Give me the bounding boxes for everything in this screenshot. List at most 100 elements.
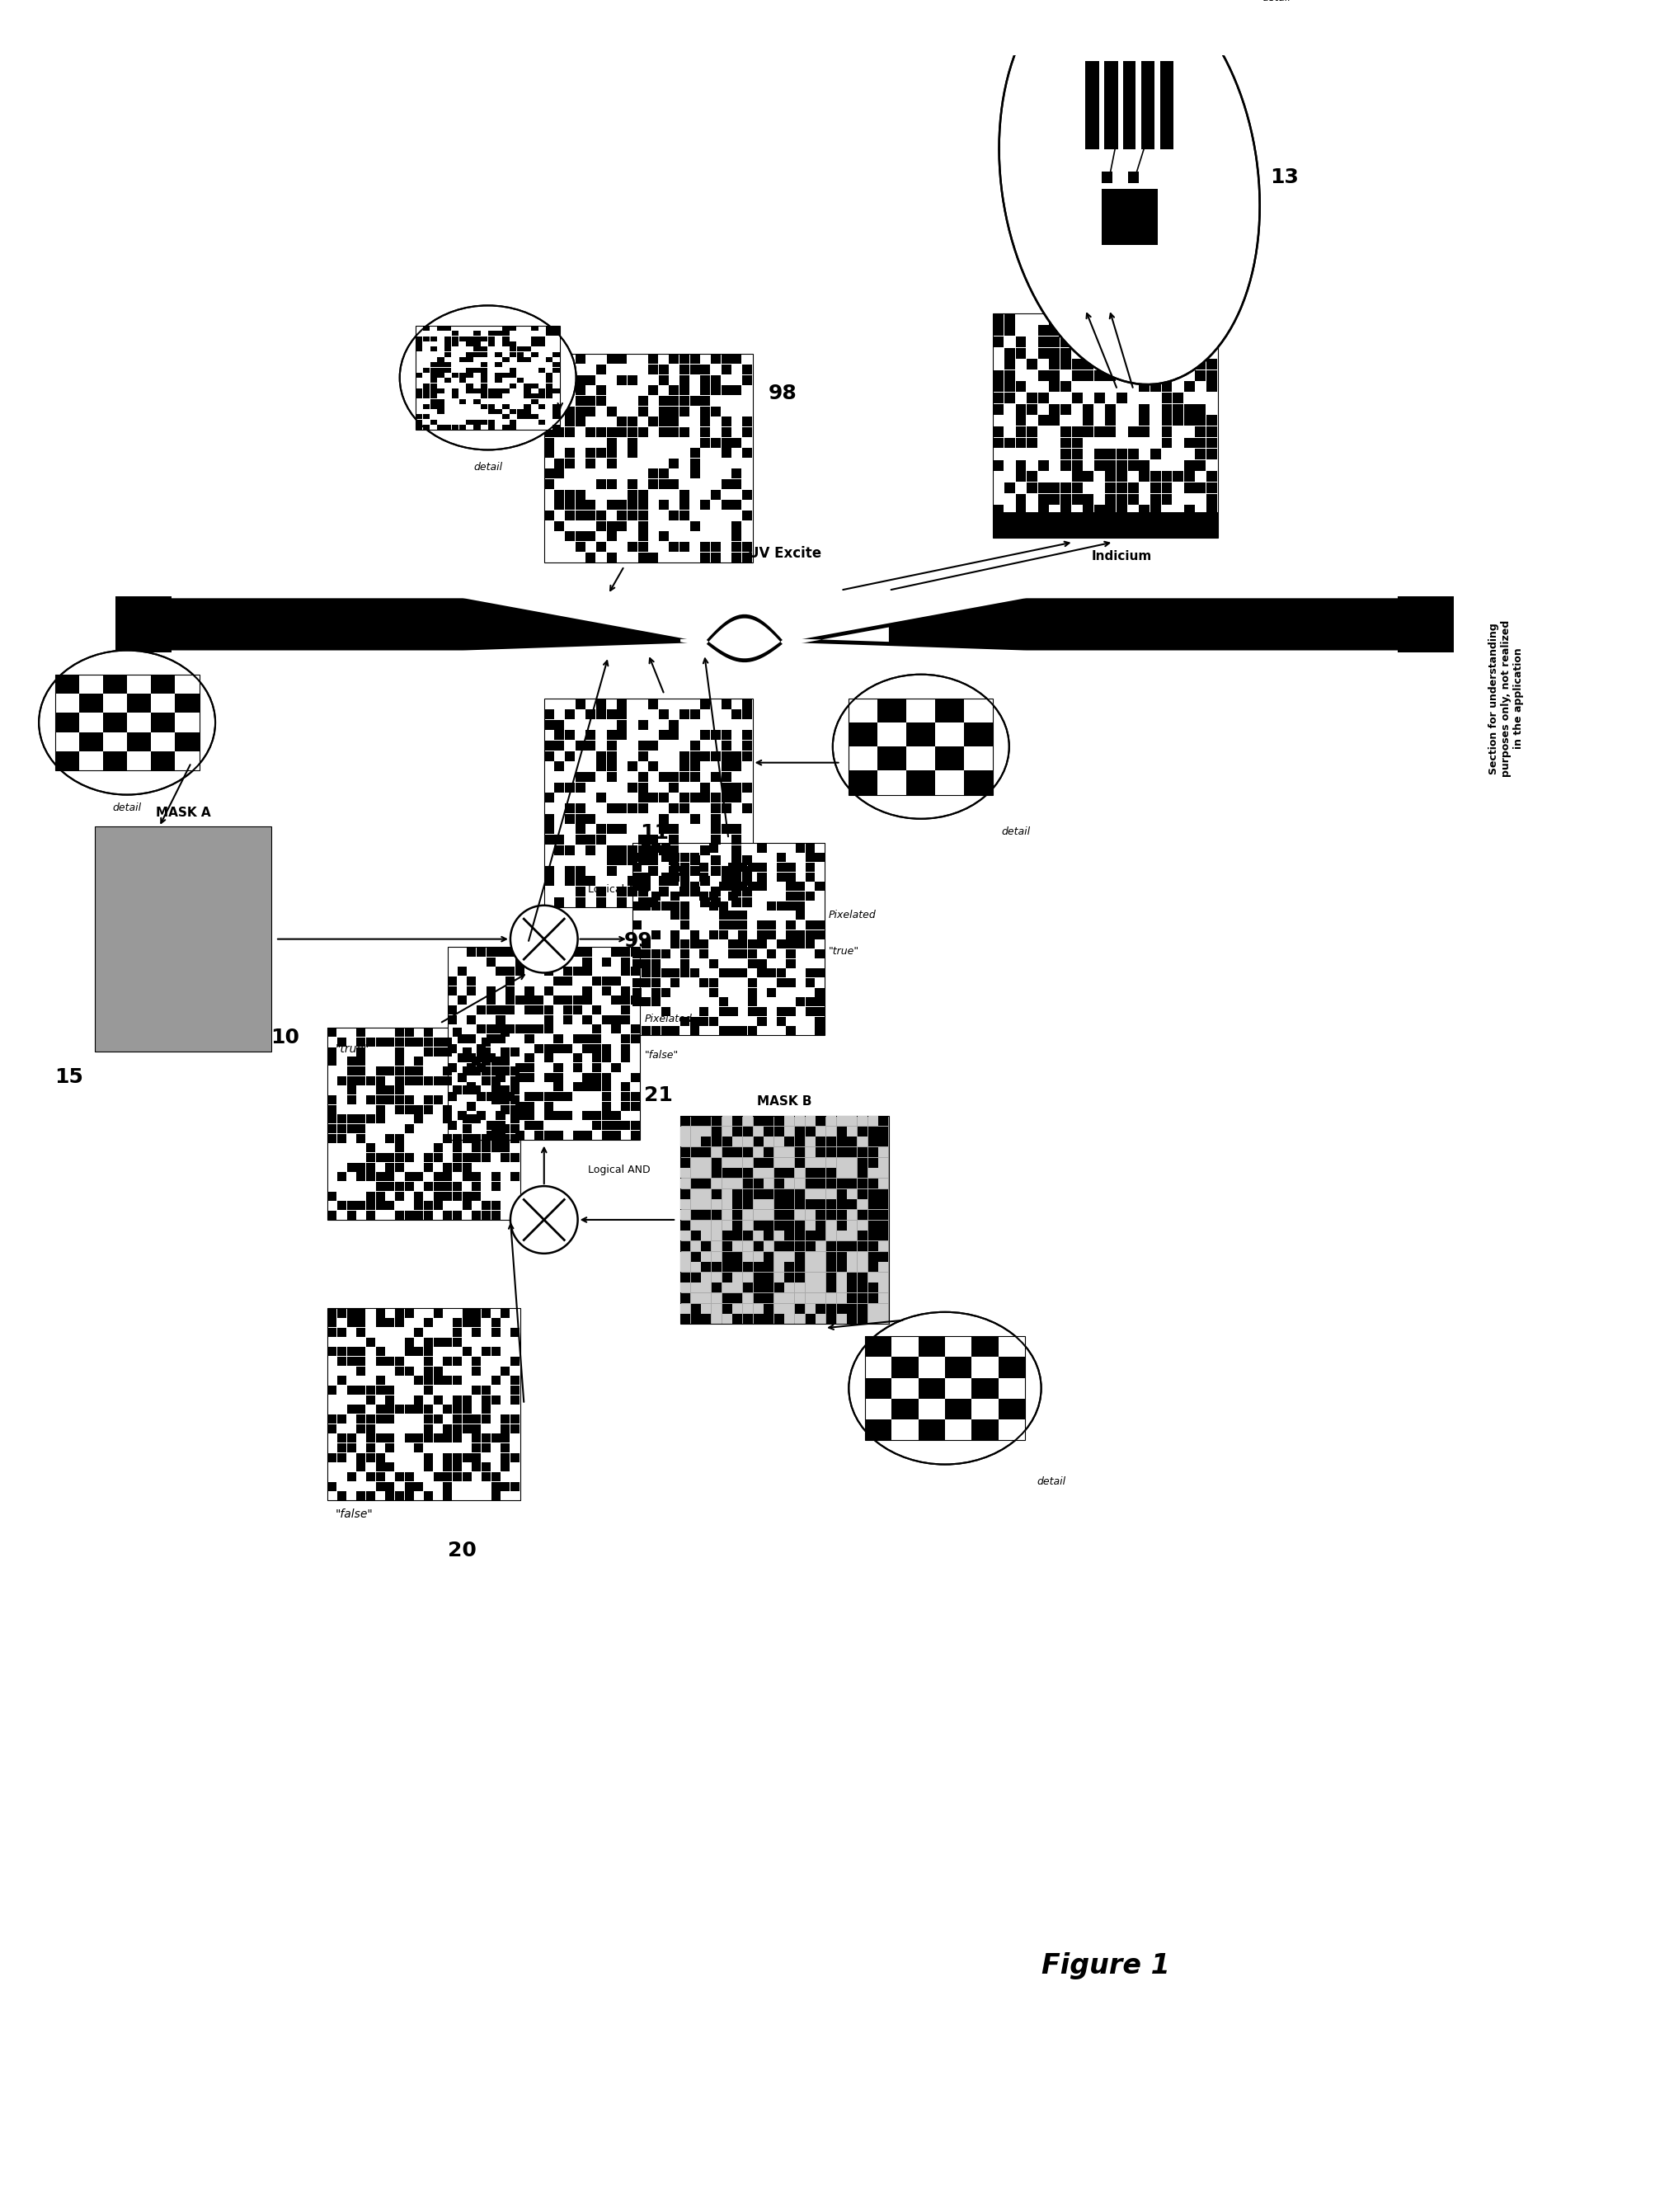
- Bar: [753, 1148, 763, 1157]
- Bar: [472, 1425, 482, 1433]
- Bar: [650, 900, 660, 909]
- Bar: [826, 1283, 836, 1292]
- Bar: [732, 1252, 741, 1261]
- Bar: [700, 416, 710, 427]
- Bar: [627, 511, 637, 520]
- Bar: [816, 1221, 826, 1230]
- Bar: [1082, 504, 1092, 515]
- Bar: [690, 1230, 700, 1241]
- Bar: [394, 1152, 404, 1161]
- Bar: [710, 834, 720, 845]
- Bar: [596, 385, 606, 396]
- Bar: [1071, 460, 1082, 471]
- Bar: [741, 553, 751, 562]
- Bar: [784, 1199, 794, 1210]
- Bar: [564, 449, 574, 458]
- Bar: [574, 396, 584, 405]
- Bar: [712, 1210, 722, 1219]
- Bar: [414, 1433, 424, 1442]
- Bar: [472, 1433, 482, 1442]
- Bar: [680, 1272, 690, 1283]
- Bar: [627, 500, 637, 511]
- Bar: [700, 876, 710, 887]
- Bar: [1005, 325, 1015, 336]
- Bar: [621, 1093, 631, 1102]
- Bar: [804, 1148, 814, 1157]
- Bar: [712, 1283, 722, 1292]
- Bar: [732, 1148, 741, 1157]
- Bar: [637, 887, 647, 896]
- Bar: [732, 876, 741, 887]
- Bar: [492, 1181, 500, 1190]
- Bar: [1150, 504, 1160, 515]
- Bar: [394, 1075, 404, 1086]
- Bar: [505, 975, 515, 987]
- Bar: [404, 1124, 414, 1133]
- Bar: [617, 719, 627, 730]
- Bar: [434, 1144, 442, 1152]
- Bar: [627, 489, 637, 500]
- Bar: [404, 1181, 414, 1190]
- Bar: [554, 376, 564, 385]
- Bar: [690, 741, 700, 750]
- Bar: [606, 856, 616, 865]
- Bar: [722, 792, 732, 803]
- Bar: [55, 712, 79, 732]
- Bar: [394, 1491, 404, 1500]
- Bar: [444, 1066, 452, 1075]
- Bar: [1195, 482, 1205, 493]
- Bar: [472, 1367, 482, 1376]
- Bar: [467, 1064, 477, 1073]
- Bar: [998, 1398, 1024, 1420]
- Bar: [867, 1252, 877, 1261]
- Bar: [452, 1318, 462, 1327]
- Bar: [836, 1210, 846, 1219]
- Bar: [669, 865, 679, 876]
- Bar: [500, 1442, 510, 1453]
- Bar: [376, 1376, 384, 1385]
- Bar: [627, 761, 637, 772]
- Bar: [816, 1294, 826, 1303]
- Bar: [356, 1037, 366, 1046]
- Bar: [328, 1413, 336, 1425]
- Bar: [993, 504, 1003, 515]
- Bar: [659, 396, 669, 405]
- Bar: [669, 354, 679, 365]
- Bar: [434, 1310, 442, 1318]
- Bar: [1071, 394, 1082, 403]
- Bar: [477, 1110, 485, 1119]
- Bar: [516, 378, 523, 383]
- Bar: [690, 1314, 700, 1325]
- Bar: [523, 409, 531, 414]
- Bar: [606, 825, 616, 834]
- Bar: [847, 1294, 857, 1303]
- Bar: [462, 1310, 472, 1318]
- Bar: [467, 987, 477, 995]
- Bar: [708, 989, 718, 998]
- Bar: [1082, 471, 1092, 482]
- Bar: [544, 385, 554, 396]
- Bar: [993, 369, 1003, 380]
- Bar: [756, 843, 766, 852]
- Bar: [700, 891, 708, 900]
- Bar: [472, 1318, 482, 1327]
- Bar: [404, 1347, 414, 1356]
- Bar: [414, 1066, 424, 1075]
- Bar: [680, 958, 688, 969]
- Bar: [1183, 380, 1193, 392]
- Bar: [404, 1095, 414, 1104]
- Bar: [553, 425, 559, 429]
- Bar: [945, 1398, 971, 1420]
- Bar: [462, 1192, 472, 1201]
- Bar: [631, 1073, 639, 1082]
- Bar: [867, 1148, 877, 1157]
- Bar: [452, 1152, 462, 1161]
- Bar: [669, 876, 679, 887]
- Bar: [722, 1303, 732, 1314]
- Bar: [632, 998, 640, 1006]
- Bar: [679, 396, 688, 405]
- Bar: [1106, 493, 1115, 504]
- Bar: [732, 1126, 741, 1137]
- Bar: [1059, 438, 1071, 449]
- Bar: [700, 863, 708, 872]
